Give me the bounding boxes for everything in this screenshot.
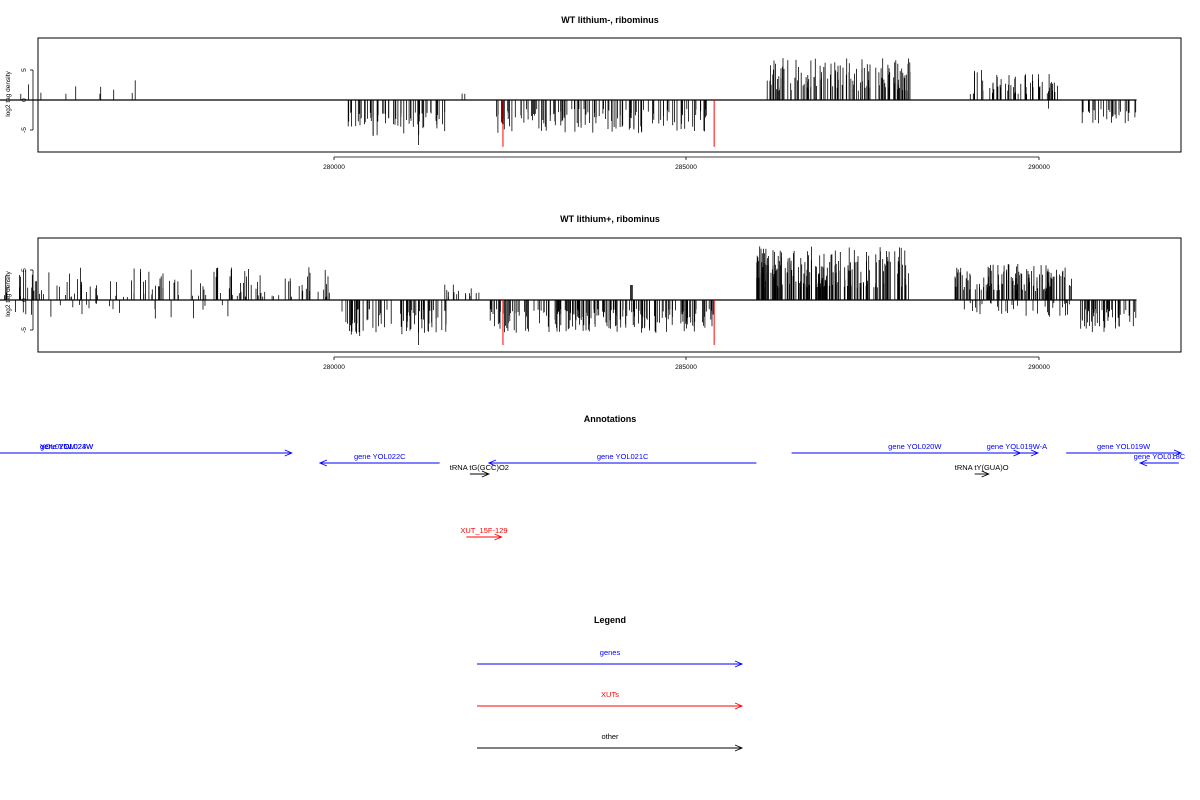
feature-label: XUT_15F-129 <box>460 526 507 535</box>
annotation-feature: gene YOL019W <box>1066 442 1183 457</box>
track-2-xtick: 290000 <box>1028 364 1050 371</box>
feature-label: gene YOL022C <box>354 452 406 461</box>
track-2-bars <box>0 246 1137 345</box>
track-1-xtick: 280000 <box>323 164 345 171</box>
track-panel-2: WT lithium+, ribominus log2 tag density … <box>0 214 1182 371</box>
feature-label: tRNA tY(GUA)O <box>955 463 1009 472</box>
feature-label: gene YOL019W-A <box>987 442 1048 451</box>
track-2-plot-frame <box>37 237 1182 353</box>
track-2-ylabel: log2 tag density <box>5 270 12 316</box>
annotation-feature: gene YOL023W <box>38 442 293 457</box>
legend-label: XUTs <box>601 690 619 699</box>
track-1-title: WT lithium-, ribominus <box>561 15 659 25</box>
feature-label: YOL025W <box>40 442 76 451</box>
arrowhead <box>1013 449 1022 457</box>
arrowhead <box>1030 449 1040 457</box>
track-1-ylabel: log2 tag density <box>5 70 12 116</box>
annotation-feature: gene YOL019W-A <box>987 442 1048 457</box>
track-1-plot-frame <box>37 37 1182 153</box>
arrowhead <box>734 660 744 668</box>
arrowhead <box>494 533 503 541</box>
arrowhead <box>1173 449 1183 457</box>
track-2-ytick: -5 <box>21 327 28 333</box>
track-2-ytick: 5 <box>21 268 28 272</box>
arrowhead <box>481 470 491 478</box>
legend-items: genes XUTs other <box>477 648 744 752</box>
feature-label: gene YOL021C <box>597 452 649 461</box>
legend-label: other <box>601 732 619 741</box>
annotation-feature: XUT_15F-129 <box>460 526 508 541</box>
annotation-feature: gene YOL022C <box>318 452 440 467</box>
track-panel-1: WT lithium-, ribominus log2 tag density … <box>0 15 1182 171</box>
track-1-ytick: 5 <box>21 68 28 72</box>
arrowhead <box>284 449 293 457</box>
track-2-title: WT lithium+, ribominus <box>560 214 660 224</box>
arrowhead <box>1138 459 1148 467</box>
arrowhead <box>734 702 744 710</box>
annotation-feature: tRNA tG(GCC)O2 <box>450 463 509 478</box>
arrowhead <box>318 459 328 467</box>
track-2-xtick: 285000 <box>675 364 697 371</box>
track-2-x-axis: 280000 285000 290000 <box>323 356 1050 371</box>
arrowhead <box>487 459 497 467</box>
feature-label: gene YOL023W <box>40 442 94 451</box>
annotation-feature: gene YOL024W <box>0 442 94 454</box>
track-2-xtick: 280000 <box>323 364 345 371</box>
annotations-title: Annotations <box>584 414 637 424</box>
feature-label: tRNA tG(GCC)O2 <box>450 463 509 472</box>
feature-label: gene YOL024W <box>40 442 94 451</box>
legend-item: other <box>477 732 744 752</box>
track-1-x-axis: 280000 285000 290000 <box>323 156 1050 171</box>
legend-label: genes <box>600 648 621 657</box>
track-1-xtick: 285000 <box>675 164 697 171</box>
legend-item: XUTs <box>477 690 744 710</box>
feature-label: gene YOL018C <box>1134 452 1186 461</box>
arrowhead <box>734 744 744 752</box>
arrowhead <box>981 470 990 478</box>
track-1-xtick: 290000 <box>1028 164 1050 171</box>
annotation-feature: gene YOL021C <box>487 452 757 467</box>
annotation-feature: gene YOL020W <box>791 442 1040 457</box>
legend-panel: Legend genes XUTs other <box>477 615 744 752</box>
feature-label: gene YOL019W <box>1097 442 1151 451</box>
feature-label: gene YOL020W <box>888 442 942 451</box>
annotation-feature: gene YOL018C <box>1134 452 1186 467</box>
annotation-feature: tRNA tY(GUA)O <box>955 463 1009 478</box>
track-1-ytick: -5 <box>21 127 28 133</box>
track-1-bars <box>0 58 1137 147</box>
legend-item: genes <box>477 648 744 668</box>
legend-title: Legend <box>594 615 626 625</box>
